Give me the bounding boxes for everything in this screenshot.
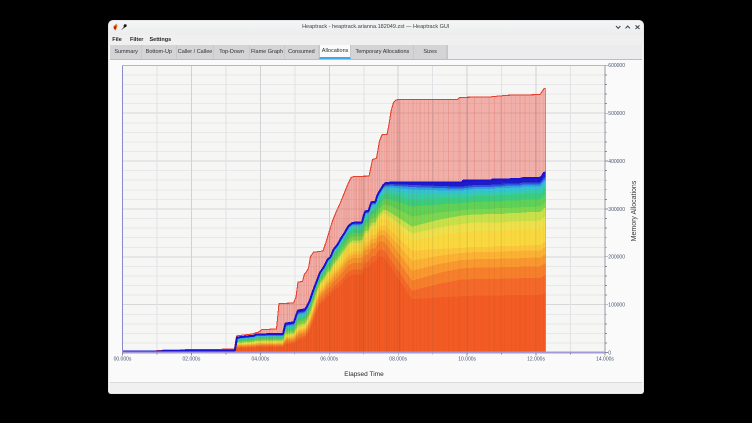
- svg-text:02.000s: 02.000s: [183, 357, 201, 363]
- svg-text:Memory Allocations: Memory Allocations: [631, 180, 638, 241]
- svg-text:Elapsed Time: Elapsed Time: [344, 371, 384, 378]
- svg-text:00.000s: 00.000s: [114, 357, 132, 363]
- svg-text:10.000s: 10.000s: [458, 357, 476, 363]
- svg-text:06.000s: 06.000s: [320, 357, 338, 363]
- svg-text:12.000s: 12.000s: [527, 357, 545, 363]
- svg-text:600000: 600000: [608, 63, 625, 69]
- svg-text:14.000s: 14.000s: [596, 357, 614, 363]
- svg-text:04.000s: 04.000s: [251, 357, 269, 363]
- svg-text:300000: 300000: [608, 207, 625, 213]
- svg-text:500000: 500000: [608, 111, 625, 117]
- svg-text:400000: 400000: [608, 159, 625, 165]
- svg-text:100000: 100000: [608, 303, 625, 309]
- svg-text:200000: 200000: [608, 255, 625, 261]
- svg-text:08.000s: 08.000s: [389, 357, 407, 363]
- svg-text:0: 0: [608, 350, 611, 356]
